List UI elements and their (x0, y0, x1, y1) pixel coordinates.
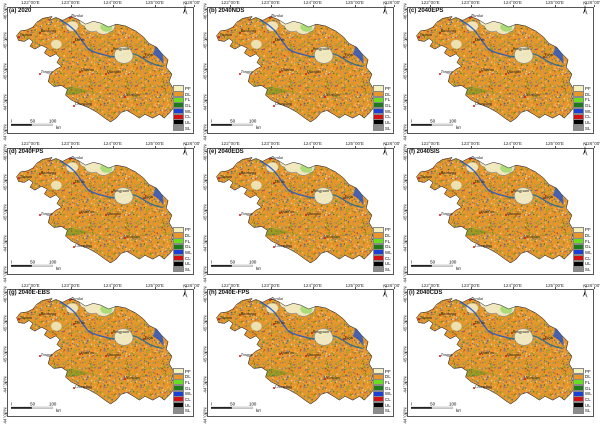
svg-text:50: 50 (230, 119, 235, 124)
svg-text:N: N (383, 142, 387, 148)
svg-text:50: 50 (30, 119, 35, 124)
svg-text:km: km (456, 407, 461, 412)
svg-text:km: km (56, 407, 61, 412)
svg-text:N: N (583, 142, 587, 148)
svg-text:50: 50 (430, 401, 435, 406)
svg-text:0: 0 (411, 401, 413, 406)
svg-text:0: 0 (211, 260, 213, 265)
svg-text:100: 100 (249, 260, 257, 265)
svg-text:N: N (383, 283, 387, 289)
svg-text:km: km (256, 407, 261, 412)
svg-text:100: 100 (49, 260, 57, 265)
svg-text:100: 100 (449, 119, 457, 124)
svg-text:100: 100 (449, 401, 457, 406)
svg-text:km: km (456, 125, 461, 130)
svg-text:0: 0 (11, 260, 13, 265)
svg-text:50: 50 (230, 401, 235, 406)
svg-text:0: 0 (411, 119, 413, 124)
svg-text:km: km (56, 266, 61, 271)
svg-text:km: km (256, 266, 261, 271)
svg-text:km: km (256, 125, 261, 130)
svg-text:N: N (183, 283, 187, 289)
svg-text:50: 50 (230, 260, 235, 265)
svg-text:50: 50 (30, 260, 35, 265)
svg-text:0: 0 (11, 119, 13, 124)
svg-text:50: 50 (430, 119, 435, 124)
svg-text:N: N (383, 1, 387, 7)
svg-text:0: 0 (211, 401, 213, 406)
svg-text:0: 0 (11, 401, 13, 406)
svg-text:N: N (583, 1, 587, 7)
svg-text:0: 0 (411, 260, 413, 265)
svg-text:50: 50 (30, 401, 35, 406)
svg-text:50: 50 (430, 260, 435, 265)
svg-text:100: 100 (49, 119, 57, 124)
svg-text:100: 100 (249, 119, 257, 124)
svg-text:N: N (183, 1, 187, 7)
svg-text:100: 100 (49, 401, 57, 406)
svg-text:100: 100 (249, 401, 257, 406)
svg-text:100: 100 (449, 260, 457, 265)
svg-text:0: 0 (211, 119, 213, 124)
svg-text:km: km (456, 266, 461, 271)
svg-text:N: N (183, 142, 187, 148)
svg-text:km: km (56, 125, 61, 130)
svg-text:N: N (583, 283, 587, 289)
